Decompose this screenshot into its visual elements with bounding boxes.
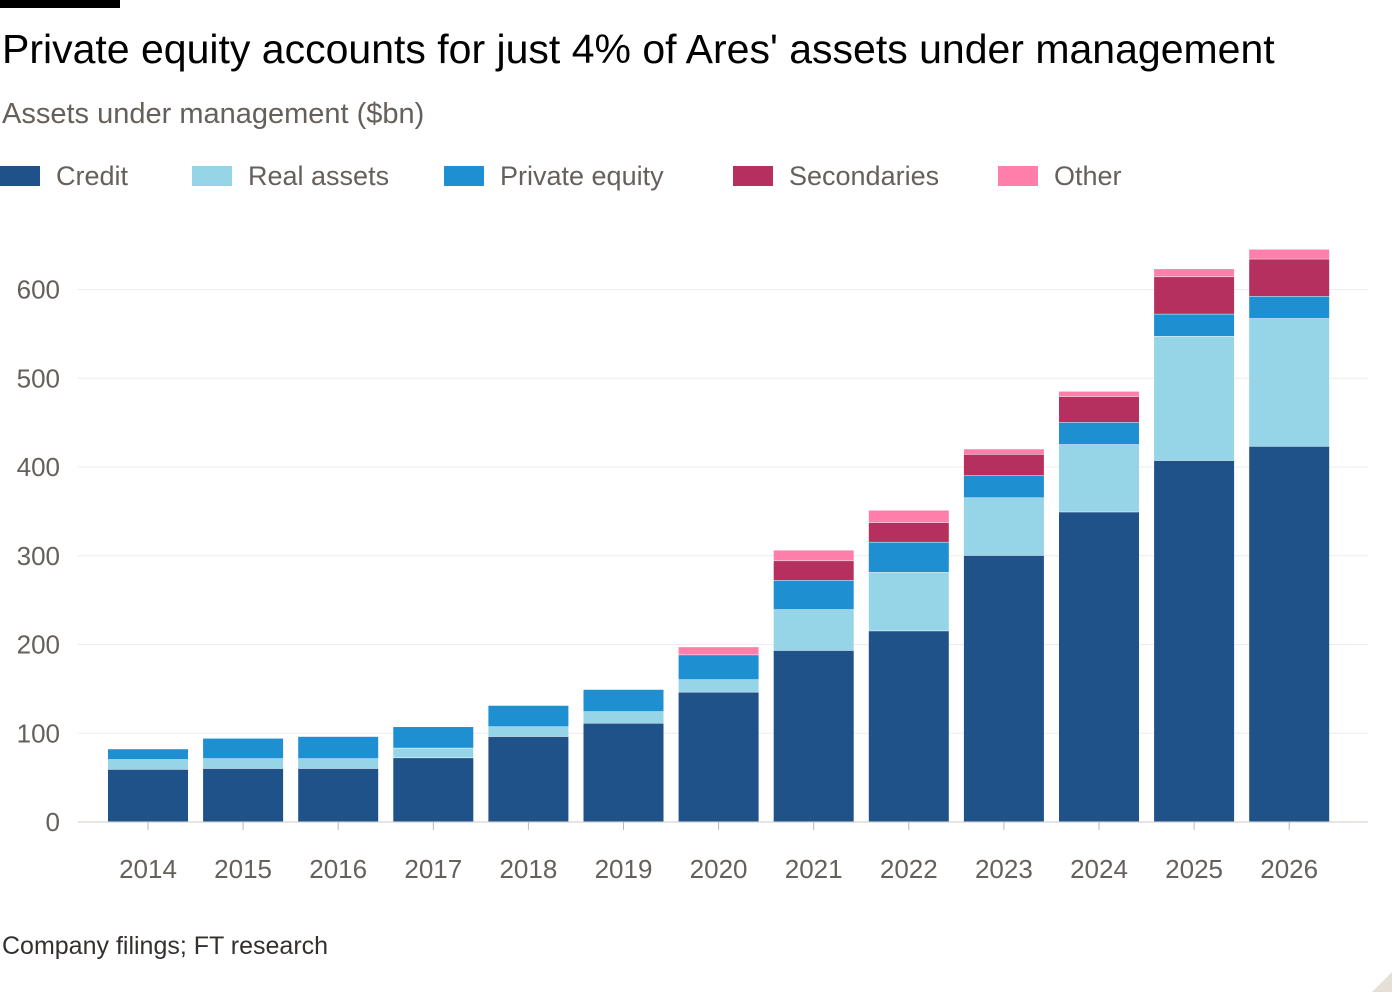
bar-segment-private-equity-2020	[678, 655, 759, 680]
bar-segment-secondaries-2021	[773, 561, 854, 581]
x-tick-label: 2014	[119, 854, 177, 884]
legend-label: Real assets	[248, 160, 390, 191]
bar-segment-credit-2021	[773, 650, 854, 822]
legend-label: Secondaries	[789, 160, 940, 191]
y-tick-label: 300	[17, 541, 60, 571]
chart-subtitle: Assets under management ($bn)	[2, 98, 425, 130]
y-tick-label: 100	[17, 718, 60, 748]
legend-label: Private equity	[500, 160, 664, 191]
bar-segment-private-equity-2025	[1154, 314, 1235, 337]
x-tick-label: 2020	[690, 854, 748, 884]
brand-bar	[0, 0, 120, 8]
bar-segment-credit-2025	[1154, 460, 1235, 822]
x-tick-label: 2019	[595, 854, 653, 884]
bar-segment-secondaries-2026	[1249, 259, 1330, 297]
bar-segment-real-assets-2025	[1154, 336, 1235, 461]
bar-segment-other-2020	[678, 647, 759, 655]
x-tick-label: 2017	[404, 854, 462, 884]
bar-segment-credit-2017	[393, 758, 474, 822]
bar-segment-real-assets-2024	[1059, 444, 1139, 512]
x-tick-label: 2023	[975, 854, 1033, 884]
bar-segment-real-assets-2015	[203, 758, 284, 769]
bar-segment-real-assets-2021	[773, 609, 854, 651]
bar-segment-private-equity-2023	[963, 475, 1044, 498]
bar-segment-secondaries-2023	[963, 454, 1044, 476]
y-tick-label: 500	[17, 363, 60, 393]
legend-item-private-equity: Private equity	[444, 158, 664, 194]
bar-segment-secondaries-2024	[1059, 396, 1139, 423]
bar-segment-private-equity-2021	[773, 580, 854, 610]
legend-swatch	[733, 166, 773, 186]
bar-segment-private-equity-2014	[108, 749, 188, 760]
bar-segment-private-equity-2022	[868, 542, 949, 573]
y-tick-label: 400	[17, 452, 60, 482]
legend-item-secondaries: Secondaries	[733, 158, 939, 194]
bar-segment-real-assets-2016	[298, 758, 379, 769]
y-tick-label: 0	[46, 807, 60, 837]
bar-segment-other-2022	[868, 510, 949, 523]
bar-segment-real-assets-2022	[868, 572, 949, 631]
bar-segment-real-assets-2014	[108, 759, 188, 770]
legend-swatch	[0, 166, 40, 186]
legend-swatch	[192, 166, 232, 186]
bar-segment-credit-2014	[108, 769, 188, 822]
bar-segment-credit-2020	[678, 692, 759, 822]
bar-segment-private-equity-2018	[488, 705, 569, 727]
bar-segment-private-equity-2017	[393, 727, 474, 748]
corner-mark	[1372, 972, 1392, 992]
y-tick-label: 200	[17, 630, 60, 660]
legend-item-real-assets: Real assets	[192, 158, 389, 194]
source-note: Company filings; FT research	[2, 932, 329, 960]
bar-segment-real-assets-2020	[678, 680, 759, 692]
x-tick-label: 2016	[309, 854, 367, 884]
bar-segment-private-equity-2016	[298, 736, 379, 759]
bar-segment-other-2023	[963, 449, 1044, 455]
x-tick-label: 2018	[499, 854, 557, 884]
bar-segment-real-assets-2017	[393, 748, 474, 758]
stacked-bar-chart: 0 100 200 300 400 500 600 2014 2015 2016 2017 2018 2…	[17, 249, 1368, 884]
bar-segment-real-assets-2019	[583, 711, 664, 723]
bar-segment-credit-2019	[583, 723, 664, 822]
x-tick-label: 2025	[1165, 854, 1223, 884]
bar-segment-private-equity-2026	[1249, 296, 1330, 319]
bar-segment-credit-2016	[298, 768, 379, 822]
bar-segment-private-equity-2024	[1059, 422, 1139, 445]
bar-segment-real-assets-2023	[963, 498, 1044, 556]
bar-segment-credit-2022	[868, 631, 949, 822]
bar-segment-secondaries-2025	[1154, 277, 1235, 314]
bar-segment-real-assets-2026	[1249, 318, 1330, 447]
bar-segment-secondaries-2022	[868, 522, 949, 542]
bar-segment-credit-2024	[1059, 512, 1139, 822]
bar-segment-credit-2015	[203, 768, 284, 822]
bar-segment-other-2026	[1249, 249, 1330, 259]
bar-segment-other-2025	[1154, 269, 1235, 277]
x-tick-label: 2015	[214, 854, 272, 884]
legend-label: Credit	[56, 160, 129, 191]
bar-segment-real-assets-2018	[488, 727, 569, 737]
chart-title: Private equity accounts for just 4% of A…	[2, 26, 1275, 72]
legend-swatch	[444, 166, 484, 186]
bar-segment-other-2021	[773, 550, 854, 561]
chart-legend: Credit Real assets Private equity Secondari…	[0, 158, 1300, 194]
y-tick-label: 600	[17, 275, 60, 305]
bar-segment-credit-2018	[488, 736, 569, 822]
legend-swatch	[998, 166, 1038, 186]
bar-segment-credit-2023	[963, 555, 1044, 822]
bar-segment-private-equity-2015	[203, 738, 284, 759]
legend-label: Other	[1054, 160, 1122, 191]
bar-segment-private-equity-2019	[583, 689, 664, 712]
bar-segment-credit-2026	[1249, 446, 1330, 822]
bar-segment-other-2024	[1059, 391, 1139, 397]
x-tick-label: 2021	[785, 854, 843, 884]
x-tick-label: 2022	[880, 854, 938, 884]
x-tick-label: 2026	[1260, 854, 1318, 884]
legend-item-other: Other	[998, 158, 1122, 194]
legend-item-credit: Credit	[0, 158, 128, 194]
x-tick-label: 2024	[1070, 854, 1128, 884]
